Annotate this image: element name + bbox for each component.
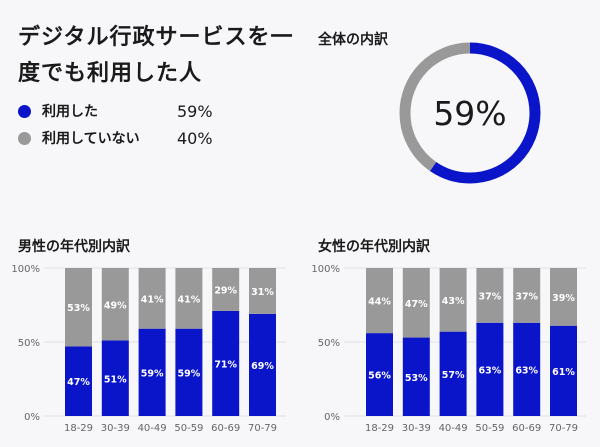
headline: デジタル行政サービスを一度でも利用した人	[18, 25, 294, 86]
data-label-not-used: 41%	[141, 294, 164, 305]
female-chart-title: 女性の年代別内訳	[318, 239, 430, 255]
legend-label-not-used: 利用していない	[42, 131, 140, 147]
male-chart-title: 男性の年代別内訳	[18, 239, 130, 255]
bar-not-used	[65, 268, 92, 347]
bar-not-used	[101, 268, 129, 341]
y-tick-label: 50%	[318, 338, 340, 349]
data-label-used: 69%	[251, 361, 274, 372]
bar-not-used	[476, 268, 504, 323]
y-tick-label: 100%	[11, 264, 40, 275]
y-tick-label: 0%	[324, 412, 340, 423]
donut-center-value: 59%	[433, 94, 506, 133]
x-tick-label: 50-59	[475, 423, 504, 434]
bar-used	[101, 340, 129, 416]
donut-title: 全体の内訳	[318, 32, 388, 48]
y-tick-label: 100%	[311, 264, 340, 275]
legend-dot-used	[18, 104, 31, 118]
overall-donut-chart: 59%	[399, 42, 541, 184]
x-tick-label: 30-39	[402, 423, 431, 434]
bar-used	[402, 337, 430, 416]
data-label-not-used: 29%	[214, 285, 237, 296]
female-age-bar-chart: 0% 50% 100% 56% 44% 18-29 53% 47% 30-39 57% 43% 40-…	[311, 264, 586, 434]
x-tick-label: 60-69	[211, 423, 240, 434]
data-label-used: 59%	[141, 368, 164, 379]
x-tick-label: 70-79	[248, 423, 277, 434]
bar-used	[366, 333, 393, 416]
bar-not-used	[175, 268, 203, 329]
legend-dot-not-used	[18, 131, 31, 145]
legend-item-used: 利用した 59%	[18, 100, 213, 122]
data-label-used: 53%	[405, 373, 428, 384]
data-label-used: 51%	[104, 374, 127, 385]
bar-used	[476, 322, 504, 416]
y-tick-label: 0%	[24, 412, 40, 423]
data-label-not-used: 44%	[368, 297, 391, 308]
data-label-used: 63%	[515, 365, 538, 376]
data-label-not-used: 43%	[442, 296, 465, 307]
y-tick-label: 50%	[18, 338, 40, 349]
bar-not-used	[513, 268, 541, 323]
data-label-used: 63%	[479, 365, 502, 376]
legend-label-used: 利用した	[42, 104, 98, 120]
data-label-not-used: 53%	[67, 303, 90, 314]
data-label-used: 47%	[67, 377, 90, 388]
bar-used	[212, 310, 240, 416]
x-tick-label: 30-39	[101, 423, 130, 434]
x-tick-label: 70-79	[549, 423, 578, 434]
data-label-not-used: 47%	[405, 299, 428, 310]
bar-used	[138, 328, 166, 416]
bar-used	[513, 322, 541, 416]
bar-not-used	[550, 268, 577, 326]
data-label-used: 57%	[442, 370, 465, 381]
bar-not-used	[138, 268, 166, 329]
bar-used	[550, 325, 577, 416]
bar-used	[175, 328, 203, 416]
legend-value-not-used: 40%	[177, 128, 213, 148]
legend-item-not-used: 利用していない 40%	[18, 127, 213, 149]
data-label-not-used: 31%	[251, 287, 274, 298]
data-label-used: 71%	[214, 359, 237, 370]
data-label-not-used: 37%	[515, 291, 538, 302]
data-label-used: 61%	[552, 367, 575, 378]
bar-not-used	[212, 268, 240, 311]
data-label-not-used: 37%	[479, 291, 502, 302]
data-label-used: 59%	[178, 368, 201, 379]
bar-used	[249, 313, 276, 416]
x-tick-label: 60-69	[512, 423, 541, 434]
bar-not-used	[439, 268, 467, 332]
legend-value-used: 59%	[177, 101, 213, 121]
bar-used	[65, 346, 92, 416]
male-age-bar-chart: 0% 50% 100% 47% 53% 18-29 51% 49% 30-39 59% 41% 40-…	[11, 264, 286, 434]
x-tick-label: 50-59	[174, 423, 203, 434]
bar-not-used	[249, 268, 276, 314]
data-label-not-used: 49%	[104, 300, 127, 311]
data-label-used: 56%	[368, 371, 391, 382]
donut-slice-not-used	[399, 42, 541, 184]
bar-not-used	[402, 268, 430, 338]
x-tick-label: 18-29	[64, 423, 93, 434]
data-label-not-used: 39%	[552, 293, 575, 304]
bar-not-used	[366, 268, 393, 334]
x-tick-label: 40-49	[439, 423, 468, 434]
bar-used	[439, 331, 467, 416]
x-tick-label: 40-49	[138, 423, 167, 434]
x-tick-label: 18-29	[365, 423, 394, 434]
data-label-not-used: 41%	[178, 294, 201, 305]
